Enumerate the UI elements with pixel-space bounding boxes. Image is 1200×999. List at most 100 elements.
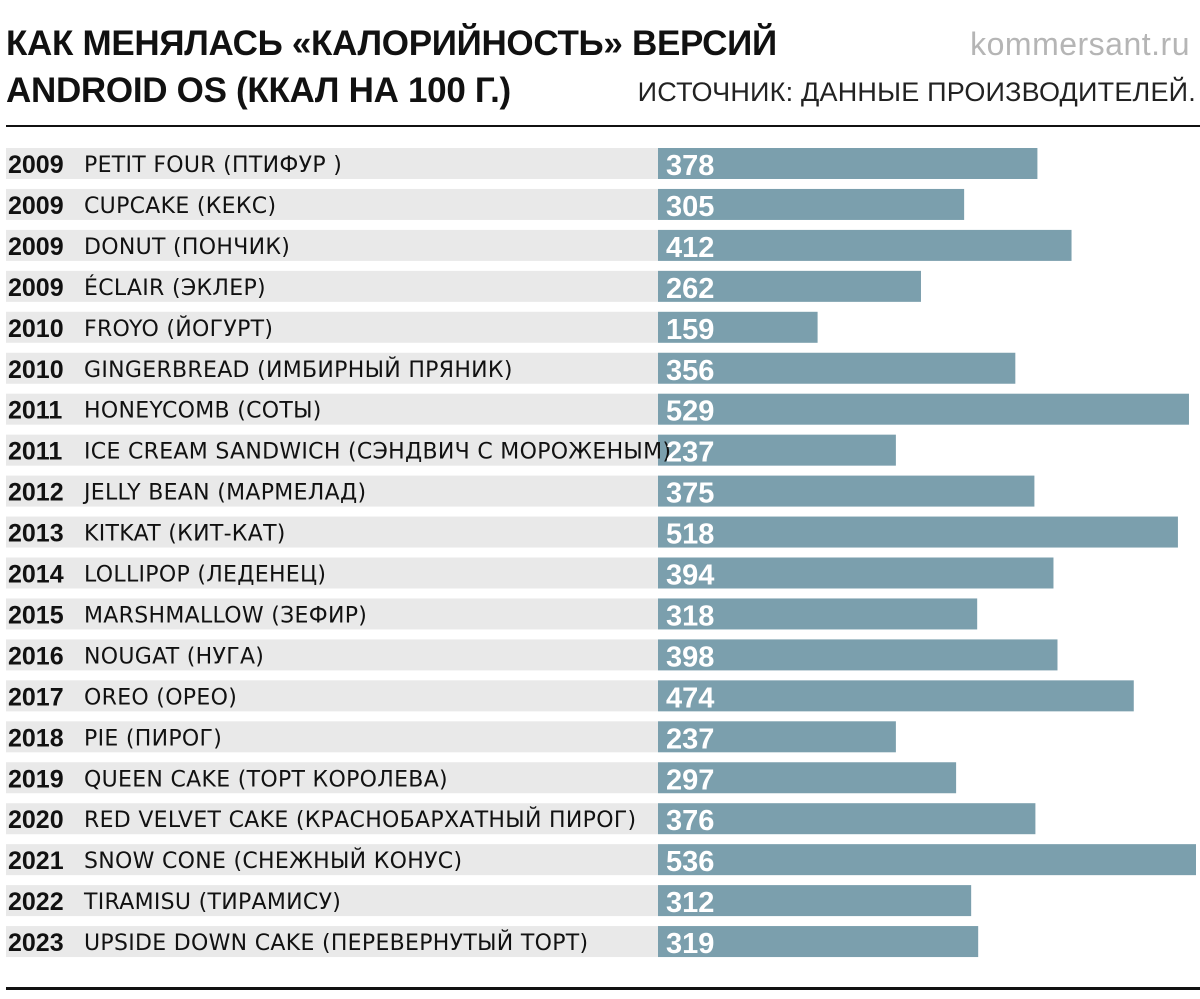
value-label: 262 (666, 273, 714, 305)
year-label: 2018 (8, 724, 64, 752)
bar (658, 639, 1058, 671)
row-background (6, 270, 658, 302)
value-label: 237 (666, 437, 714, 469)
bar (658, 680, 1134, 712)
year-label: 2017 (8, 683, 64, 711)
bar (658, 475, 1035, 507)
year-label: 2012 (8, 479, 64, 507)
value-label: 536 (666, 846, 714, 878)
year-label: 2011 (8, 397, 62, 425)
year-label: 2013 (8, 520, 64, 548)
year-label: 2014 (8, 561, 64, 589)
bar (658, 762, 957, 794)
category-label: LOLLIPOP (ЛЕДЕНЕЦ) (84, 563, 326, 588)
row-background (6, 803, 658, 835)
category-label: PIE (ПИРОГ) (84, 726, 222, 751)
year-label: 2023 (8, 929, 64, 957)
bar (658, 926, 979, 958)
value-label: 398 (666, 641, 714, 673)
source-note: ИСТОЧНИК: ДАННЫЕ ПРОИЗВОДИТЕЛЕЙ. (637, 77, 1196, 107)
category-label: HONEYCOMB (СОТЫ) (84, 399, 322, 424)
row-background (6, 639, 658, 671)
value-label: 237 (666, 723, 714, 755)
value-label: 375 (666, 478, 714, 510)
category-label: CUPCAKE (КЕКС) (84, 194, 276, 219)
value-label: 319 (666, 928, 714, 960)
row-background (6, 434, 658, 466)
category-label: GINGERBREAD (ИМБИРНЫЙ ПРЯНИК) (84, 357, 513, 383)
category-label: RED VELVET CAKE (КРАСНОБАРХАТНЫЙ ПИРОГ) (84, 807, 636, 833)
value-label: 318 (666, 600, 714, 632)
category-label: ÉCLAIR (ЭКЛЕР) (84, 275, 266, 301)
row-background (6, 352, 658, 384)
bar (658, 434, 896, 466)
value-label: 518 (666, 519, 714, 551)
year-label: 2009 (8, 274, 64, 302)
bar (658, 885, 972, 917)
row-background (6, 148, 658, 179)
chart-title-line-2: ANDROID OS (ККАЛ НА 100 Г.) (6, 71, 511, 110)
category-label: MARSHMALLOW (ЗЕФИР) (84, 603, 367, 628)
bar (658, 803, 1036, 835)
year-label: 2009 (8, 192, 64, 220)
category-label: SNOW CONE (СНЕЖНЫЙ КОНУС) (84, 848, 462, 874)
row-background (6, 557, 658, 589)
bar (658, 598, 978, 630)
value-label: 378 (666, 150, 714, 182)
year-label: 2009 (8, 233, 64, 261)
category-label: DONUT (ПОНЧИК) (84, 235, 290, 260)
bar (658, 557, 1054, 589)
row-background (6, 188, 658, 220)
row-background (6, 311, 658, 343)
value-label: 305 (666, 191, 714, 223)
value-label: 297 (666, 764, 714, 796)
category-label: FROYO (ЙОГУРТ) (84, 316, 273, 342)
year-label: 2009 (8, 151, 64, 179)
bar (658, 311, 818, 343)
bar (658, 844, 1196, 876)
category-label: OREO (ОРЕО) (84, 685, 237, 710)
row-background (6, 844, 658, 876)
bar (658, 270, 921, 302)
year-label: 2015 (8, 601, 64, 629)
value-label: 412 (666, 232, 714, 264)
year-label: 2021 (8, 847, 64, 875)
row-background (6, 885, 658, 917)
category-label: PETIT FOUR (ПТИФУР ) (84, 153, 342, 178)
bar (658, 188, 965, 220)
chart-title-line-1: КАК МЕНЯЛАСЬ «КАЛОРИЙНОСТЬ» ВЕРСИЙ (6, 24, 777, 63)
row-background (6, 926, 658, 958)
year-label: 2010 (8, 315, 64, 343)
top-divider (6, 125, 1200, 127)
year-label: 2019 (8, 765, 64, 793)
value-label: 356 (666, 355, 714, 387)
value-label: 312 (666, 887, 714, 919)
bar (658, 516, 1178, 548)
bar (658, 148, 1038, 179)
year-label: 2020 (8, 806, 64, 834)
bottom-divider (6, 987, 1200, 990)
category-label: QUEEN CAKE (ТОРТ КОРОЛЕВА) (84, 767, 448, 792)
value-label: 159 (666, 314, 714, 346)
year-label: 2010 (8, 356, 64, 384)
row-background (6, 229, 658, 261)
value-label: 376 (666, 805, 714, 837)
row-background (6, 475, 658, 507)
bar (658, 229, 1072, 261)
category-label: NOUGAT (НУГА) (84, 644, 264, 669)
bar (658, 393, 1189, 425)
row-background (6, 680, 658, 712)
row-background (6, 721, 658, 753)
value-label: 394 (666, 560, 714, 592)
bar (658, 721, 896, 753)
year-label: 2022 (8, 888, 64, 916)
category-label: KITKAT (КИТ-КАТ) (84, 522, 286, 547)
bar (658, 352, 1016, 384)
brand-watermark: kommersant.ru (970, 26, 1190, 62)
value-label: 529 (666, 396, 714, 428)
row-background (6, 516, 658, 548)
row-background (6, 393, 658, 425)
category-label: JELLY BEAN (МАРМЕЛАД) (82, 481, 366, 506)
category-label: UPSIDE DOWN CAKE (ПЕРЕВЕРНУТЫЙ ТОРТ) (84, 930, 588, 956)
